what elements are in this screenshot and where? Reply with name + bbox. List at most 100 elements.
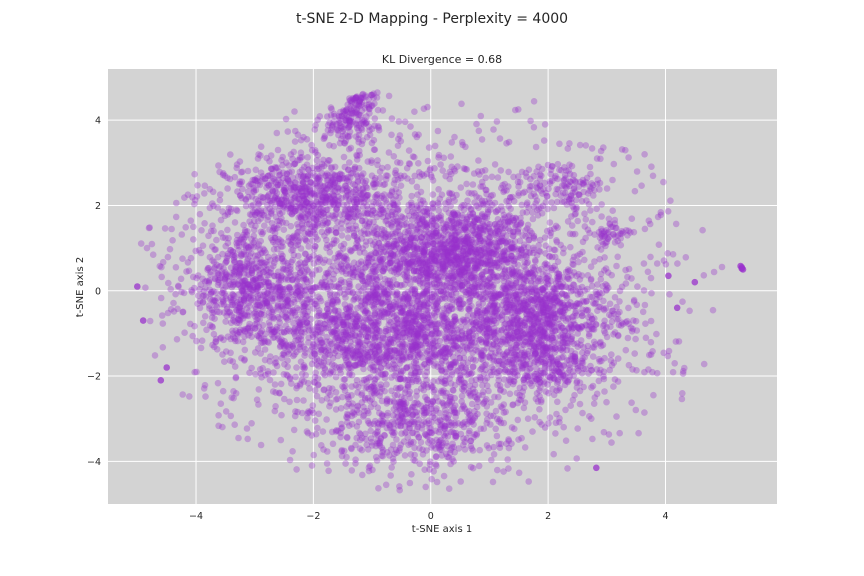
scatter-point: [488, 269, 496, 277]
scatter-point: [420, 248, 428, 255]
scatter-point: [487, 257, 494, 265]
scatter-point: [492, 248, 500, 255]
scatter-point: [492, 425, 500, 433]
scatter-point: [468, 238, 476, 246]
scatter-point: [388, 282, 395, 289]
scatter-point: [424, 285, 431, 293]
scatter-point: [460, 226, 468, 234]
scatter-point: [172, 213, 180, 221]
scatter-point: [421, 245, 428, 252]
scatter-point: [311, 126, 319, 133]
scatter-point: [453, 242, 460, 249]
scatter-point: [180, 289, 188, 297]
scatter-point: [377, 254, 384, 261]
scatter-point: [449, 274, 457, 282]
scatter-point: [394, 227, 402, 234]
scatter-point: [430, 256, 438, 263]
scatter-point: [451, 227, 459, 235]
scatter-point: [181, 329, 188, 337]
scatter-point: [418, 238, 426, 246]
scatter-point: [467, 292, 475, 300]
scatter-point: [444, 260, 452, 268]
scatter-point: [505, 465, 512, 472]
scatter-point: [306, 216, 313, 223]
scatter-point: [448, 279, 456, 287]
scatter-point: [429, 200, 437, 207]
scatter-point: [433, 436, 440, 444]
scatter-point: [463, 277, 471, 285]
scatter-point: [464, 234, 471, 241]
scatter-point: [448, 240, 456, 247]
scatter-point: [456, 270, 464, 278]
scatter-point: [476, 273, 484, 280]
scatter-point: [333, 184, 341, 191]
scatter-point: [485, 225, 493, 233]
scatter-point: [524, 415, 532, 423]
scatter-point: [581, 210, 588, 217]
scatter-point: [362, 238, 370, 245]
scatter-point: [484, 258, 492, 266]
scatter-point: [528, 269, 535, 276]
scatter-point: [480, 290, 488, 297]
scatter-point: [381, 248, 389, 255]
scatter-point: [175, 283, 182, 291]
scatter-point: [455, 268, 463, 276]
scatter-point: [448, 217, 456, 225]
scatter-point: [374, 161, 381, 169]
scatter-point: [440, 263, 447, 270]
scatter-point: [447, 215, 455, 223]
scatter-point: [376, 256, 384, 264]
scatter-point: [594, 244, 601, 251]
scatter-point: [278, 156, 285, 164]
scatter-point: [198, 337, 206, 345]
scatter-point: [490, 292, 498, 300]
scatter-point: [439, 260, 446, 268]
scatter-point: [426, 461, 434, 468]
scatter-point: [470, 255, 478, 263]
scatter-point: [445, 209, 453, 216]
scatter-point: [480, 268, 487, 276]
scatter-point: [485, 253, 492, 261]
scatter-point: [450, 250, 458, 257]
scatter-point: [407, 251, 414, 259]
scatter-point: [460, 268, 468, 275]
scatter-point: [502, 238, 510, 246]
scatter-point: [259, 321, 267, 329]
scatter-point: [473, 264, 480, 272]
scatter-point: [423, 447, 430, 454]
scatter-point: [492, 225, 500, 232]
scatter-point: [494, 277, 501, 284]
scatter-point: [390, 240, 398, 248]
scatter-point: [439, 234, 446, 242]
scatter-point: [454, 237, 462, 245]
scatter-point: [371, 100, 378, 107]
scatter-point: [471, 281, 479, 288]
scatter-point: [446, 258, 454, 266]
scatter-point: [516, 221, 524, 228]
scatter-point: [419, 248, 427, 255]
scatter-point: [495, 273, 502, 281]
scatter-point: [498, 263, 506, 270]
scatter-point: [444, 249, 451, 256]
scatter-point: [423, 233, 430, 240]
scatter-point: [471, 260, 479, 268]
scatter-point: [471, 218, 478, 225]
scatter-point: [462, 269, 469, 276]
scatter-point: [481, 245, 488, 252]
scatter-point: [293, 364, 300, 371]
scatter-point: [442, 246, 449, 253]
scatter-point: [361, 221, 369, 228]
scatter-point: [486, 283, 493, 290]
scatter-point: [226, 175, 234, 183]
scatter-point: [458, 282, 466, 290]
scatter-point: [516, 254, 524, 261]
scatter-point: [479, 220, 487, 228]
scatter-point: [445, 274, 453, 282]
scatter-point: [345, 222, 352, 229]
scatter-point: [343, 433, 351, 441]
scatter-point: [446, 189, 453, 197]
scatter-point: [462, 235, 470, 242]
scatter-point: [512, 221, 519, 229]
scatter-point: [524, 244, 532, 251]
scatter-point: [271, 253, 278, 260]
